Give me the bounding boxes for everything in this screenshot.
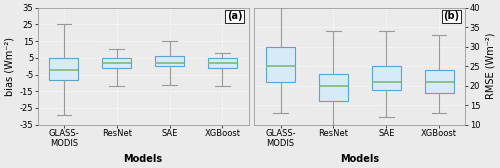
X-axis label: Models: Models: [340, 154, 380, 164]
PathPatch shape: [102, 58, 131, 68]
PathPatch shape: [424, 70, 454, 94]
Y-axis label: bias (Wm⁻²): bias (Wm⁻²): [4, 37, 14, 96]
PathPatch shape: [208, 58, 237, 68]
X-axis label: Models: Models: [124, 154, 162, 164]
PathPatch shape: [372, 66, 401, 90]
Y-axis label: RMSE (Wm⁻²): RMSE (Wm⁻²): [486, 33, 496, 99]
Text: (a): (a): [227, 11, 242, 21]
PathPatch shape: [319, 74, 348, 101]
PathPatch shape: [50, 58, 78, 80]
PathPatch shape: [155, 56, 184, 66]
PathPatch shape: [266, 47, 295, 82]
Text: (b): (b): [443, 11, 459, 21]
